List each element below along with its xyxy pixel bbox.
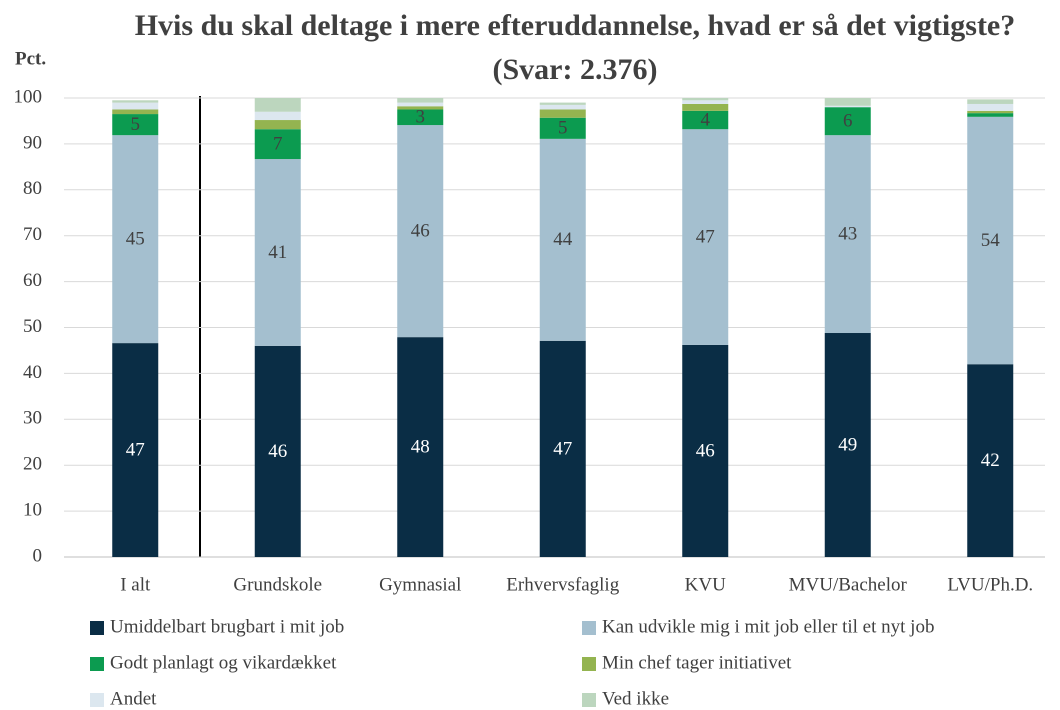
data-label: 45 xyxy=(126,229,145,250)
bar-segment xyxy=(254,345,301,557)
legend-label: Ved ikke xyxy=(602,688,669,709)
bar-segment xyxy=(539,104,586,110)
data-label: 41 xyxy=(268,242,287,263)
data-label: 42 xyxy=(981,450,1000,471)
data-label: 3 xyxy=(416,107,426,128)
x-tick-label: I alt xyxy=(120,574,151,595)
bar-segment xyxy=(254,98,301,112)
data-label: 44 xyxy=(553,229,573,250)
bar-segment xyxy=(539,138,586,341)
data-label: 46 xyxy=(411,220,430,241)
legend-swatch xyxy=(90,693,104,707)
legend-label: Umiddelbart brugbart i mit job xyxy=(110,616,344,637)
chart-title: Hvis du skal deltage i mere efteruddanne… xyxy=(134,9,1016,86)
bar-segment xyxy=(112,100,159,103)
data-label: 7 xyxy=(273,133,283,154)
x-tick-label: Gymnasial xyxy=(379,574,461,595)
bar-segment xyxy=(254,120,301,130)
data-label: 48 xyxy=(411,436,430,457)
bar-segment xyxy=(112,343,159,557)
y-axis-label: Pct. xyxy=(15,48,46,69)
bar-segment xyxy=(397,337,444,557)
legend-swatch xyxy=(582,693,596,707)
bar-segment xyxy=(112,102,159,110)
bar-segment xyxy=(112,114,159,136)
y-tick-label: 20 xyxy=(23,454,42,475)
y-tick-label: 90 xyxy=(23,132,42,153)
legend-label: Andet xyxy=(110,688,157,709)
bar-segment xyxy=(539,102,586,105)
x-tick-label: LVU/Ph.D. xyxy=(947,574,1033,595)
y-tick-label: 40 xyxy=(23,362,42,383)
legend-swatch xyxy=(582,657,596,671)
bar-segment xyxy=(967,364,1014,557)
y-tick-label: 0 xyxy=(33,545,43,566)
bar-segment xyxy=(254,129,301,160)
y-tick-label: 80 xyxy=(23,178,42,199)
legend-label: Kan udvikle mig i mit job eller til et n… xyxy=(602,616,934,637)
data-label: 5 xyxy=(558,118,568,139)
bar-segment xyxy=(824,135,871,334)
data-label: 54 xyxy=(981,230,1001,251)
y-tick-label: 100 xyxy=(14,86,43,107)
y-tick-label: 50 xyxy=(23,316,42,337)
bar-segment xyxy=(967,103,1014,111)
y-tick-label: 60 xyxy=(23,270,42,291)
legend-swatch xyxy=(90,621,104,635)
bar-segment xyxy=(682,98,729,101)
data-label: 43 xyxy=(838,223,857,244)
bar-segment xyxy=(682,103,729,111)
data-label: 47 xyxy=(126,439,145,460)
x-tick-label: MVU/Bachelor xyxy=(789,574,908,595)
legend-label: Min chef tager initiativet xyxy=(602,652,792,673)
data-label: 47 xyxy=(553,438,572,459)
bar-segment xyxy=(682,129,729,345)
data-label: 46 xyxy=(268,441,287,462)
data-label: 47 xyxy=(696,226,715,247)
bar-segment xyxy=(397,98,444,103)
bar-segment xyxy=(967,113,1014,117)
bar-segment xyxy=(397,102,444,107)
bar-segment xyxy=(539,109,586,118)
legend-label: Godt planlagt og vikardækket xyxy=(110,652,337,673)
legend-swatch xyxy=(90,657,104,671)
x-tick-label: Grundskole xyxy=(233,574,322,595)
y-tick-label: 30 xyxy=(23,408,42,429)
data-label: 49 xyxy=(838,434,857,455)
bar-segment xyxy=(682,100,729,104)
bar-segment xyxy=(397,125,444,338)
data-label: 46 xyxy=(696,440,715,461)
y-tick-label: 10 xyxy=(23,499,42,520)
bar-segment xyxy=(112,109,159,115)
bar-segment xyxy=(539,340,586,557)
data-label: 6 xyxy=(843,111,853,132)
bar-segment xyxy=(824,333,871,557)
x-tick-label: Erhvervsfaglig xyxy=(506,574,619,595)
bar-segment xyxy=(824,98,871,106)
bar-segment xyxy=(682,344,729,557)
bar-segment xyxy=(539,117,586,139)
legend-swatch xyxy=(582,621,596,635)
bar-segment xyxy=(112,135,159,344)
bar-segment xyxy=(824,105,871,108)
bar-segment xyxy=(397,106,444,110)
bar-segment xyxy=(967,110,1014,114)
data-label: 5 xyxy=(131,114,141,135)
bar-segment xyxy=(824,107,871,136)
data-label: 4 xyxy=(701,109,711,130)
bar-segment xyxy=(254,159,301,346)
bar-segment xyxy=(682,110,729,130)
bar-segment xyxy=(967,116,1014,365)
x-tick-label: KVU xyxy=(685,574,726,595)
bar-segment xyxy=(967,99,1014,104)
y-tick-label: 70 xyxy=(23,224,42,245)
bar-segment xyxy=(397,109,444,126)
bar-segment xyxy=(254,111,301,121)
